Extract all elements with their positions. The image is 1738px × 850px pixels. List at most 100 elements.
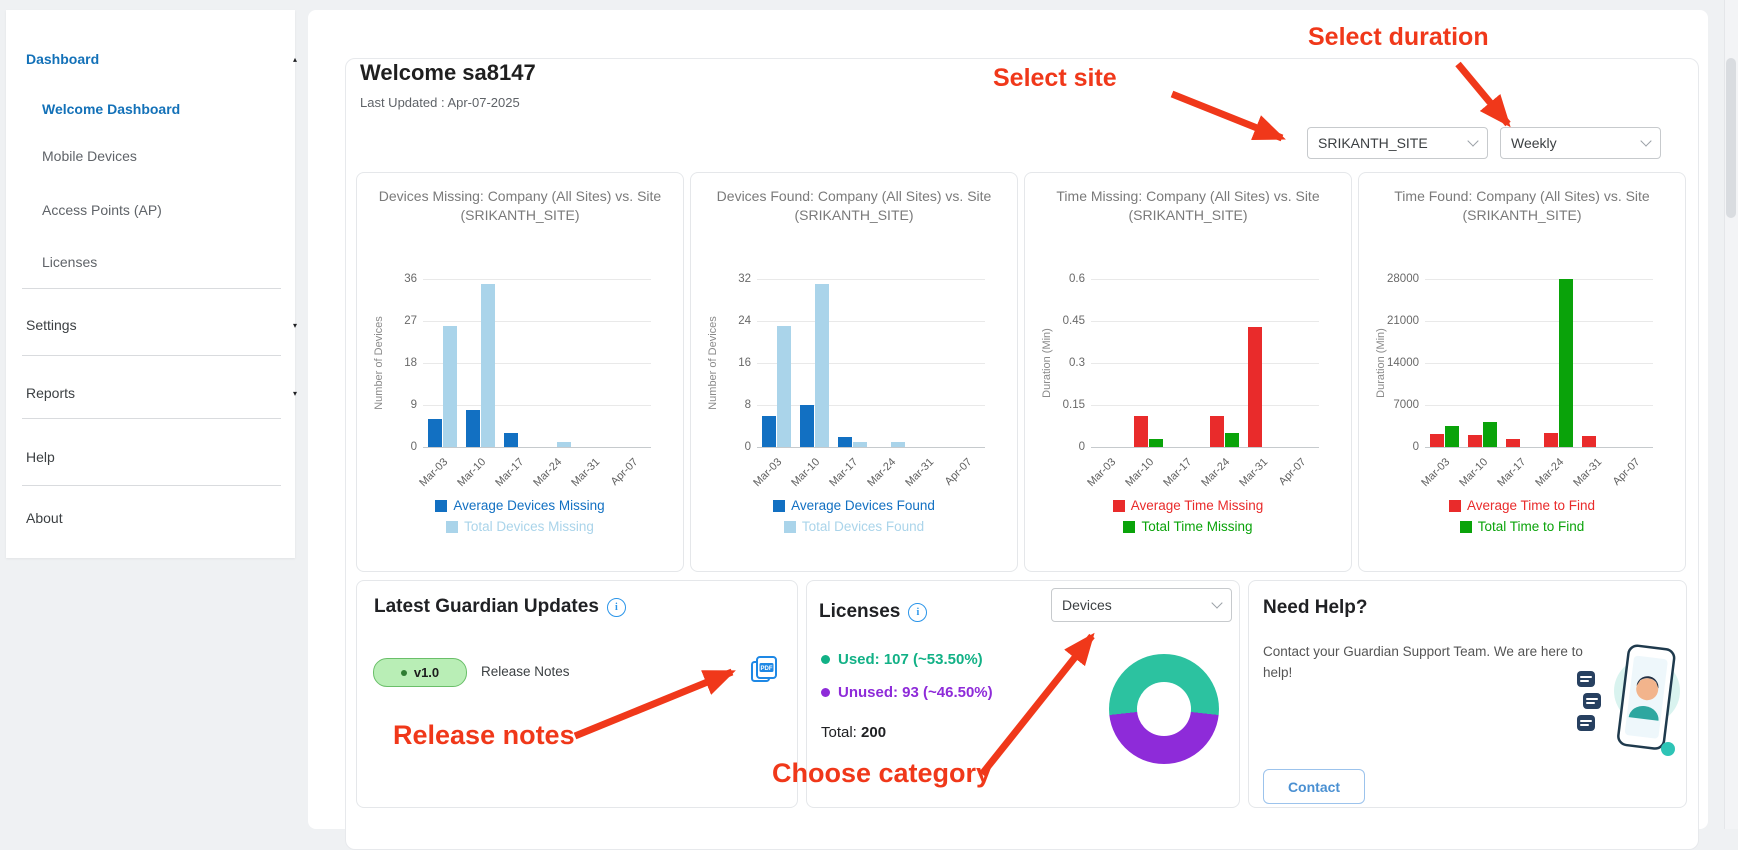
bar bbox=[465, 409, 480, 447]
info-icon[interactable]: i bbox=[908, 602, 928, 622]
chart-title: Time Missing: Company (All Sites) vs. Si… bbox=[1056, 188, 1320, 223]
licenses-card-title-text: Licenses bbox=[819, 601, 901, 622]
bar bbox=[1581, 436, 1596, 447]
sidebar-item-access-points-ap[interactable]: Access Points (AP) bbox=[6, 197, 331, 223]
plot-area bbox=[423, 279, 651, 448]
category-select-value: Devices bbox=[1062, 597, 1112, 613]
x-axis-labels: Mar-03 Mar-10 Mar-17 Mar-24 Mar-31 Apr-07 bbox=[1085, 456, 1309, 490]
sidebar-divider bbox=[22, 288, 281, 289]
duration-select-value: Weekly bbox=[1511, 135, 1557, 151]
updates-card-title: Latest Guardian Updates i bbox=[374, 596, 626, 618]
sidebar-item-reports[interactable]: Reports ▾ bbox=[6, 380, 315, 406]
sidebar-item-label: Reports bbox=[26, 385, 76, 401]
help-card-title: Need Help? bbox=[1263, 597, 1368, 619]
licenses-used-line: Used: 107 (~53.50%) bbox=[821, 651, 983, 668]
updates-card: Latest Guardian Updates i v1.0 Release N… bbox=[356, 580, 798, 808]
chevron-down-icon bbox=[1640, 135, 1652, 147]
bar bbox=[480, 283, 495, 447]
bar bbox=[852, 441, 867, 447]
chart-legend: Average Time Missing Total Time Missing bbox=[1025, 495, 1351, 537]
legend-label: Average Time Missing bbox=[1130, 498, 1264, 513]
bar bbox=[1133, 416, 1148, 447]
bar bbox=[1224, 433, 1239, 447]
legend-swatch-icon bbox=[1123, 520, 1136, 533]
version-badge[interactable]: v1.0 bbox=[373, 658, 467, 687]
bar bbox=[890, 441, 905, 447]
annotation-choose-category: Choose category bbox=[772, 758, 992, 788]
sidebar-item-help[interactable]: Help bbox=[6, 444, 315, 470]
page-title: Welcome sa8147 bbox=[360, 60, 536, 85]
scrollbar-thumb[interactable] bbox=[1726, 58, 1736, 218]
legend-swatch-icon bbox=[1448, 499, 1461, 512]
legend-label: Total Time to Find bbox=[1477, 519, 1585, 534]
bar bbox=[837, 436, 852, 447]
chart-card-time-missing: Time Missing: Company (All Sites) vs. Si… bbox=[1024, 172, 1352, 572]
category-select[interactable]: Devices bbox=[1051, 588, 1232, 622]
sidebar-divider bbox=[22, 355, 281, 356]
sidebar-item-licenses[interactable]: Licenses bbox=[6, 249, 331, 275]
x-axis-labels: Mar-03 Mar-10 Mar-17 Mar-24 Mar-31 Apr-07 bbox=[1419, 456, 1643, 490]
used-dot-icon bbox=[821, 655, 830, 664]
sidebar-item-label: Licenses bbox=[42, 254, 98, 270]
caret-up-icon: ▴ bbox=[292, 54, 297, 64]
help-card-body: Contact your Guardian Support Team. We a… bbox=[1263, 644, 1583, 680]
bar bbox=[776, 326, 791, 447]
legend-label: Average Time to Find bbox=[1466, 498, 1596, 513]
info-icon[interactable]: i bbox=[606, 597, 626, 617]
chart-card-time-found: Time Found: Company (All Sites) vs. Site… bbox=[1358, 172, 1686, 572]
chart-title: Time Found: Company (All Sites) vs. Site… bbox=[1394, 188, 1650, 223]
plot-area bbox=[757, 279, 985, 448]
licenses-unused-text: Unused: 93 (~46.50%) bbox=[838, 684, 993, 701]
bar bbox=[442, 325, 457, 447]
sidebar-item-mobile-devices[interactable]: Mobile Devices bbox=[6, 143, 331, 169]
caret-down-icon: ▾ bbox=[292, 320, 297, 330]
support-illustration bbox=[1571, 633, 1681, 778]
bar bbox=[761, 415, 776, 447]
contact-button[interactable]: Contact bbox=[1263, 769, 1365, 804]
sidebar-item-dashboard[interactable]: Dashboard ▴ bbox=[6, 46, 315, 72]
duration-select[interactable]: Weekly bbox=[1500, 127, 1661, 159]
x-axis-labels: Mar-03 Mar-10 Mar-17 Mar-24 Mar-31 Apr-07 bbox=[417, 456, 641, 490]
site-select[interactable]: SRIKANTH_SITE bbox=[1307, 127, 1488, 159]
licenses-total: Total: 200 bbox=[821, 724, 886, 741]
annotation-release-notes: Release notes bbox=[393, 720, 575, 750]
sidebar-item-label: Dashboard bbox=[26, 51, 100, 67]
plot-area bbox=[1425, 279, 1653, 448]
sidebar-item-label: About bbox=[26, 510, 63, 526]
licenses-total-label: Total: bbox=[821, 724, 857, 741]
bar bbox=[1247, 326, 1262, 447]
chart-legend: Average Devices Found Total Devices Found bbox=[691, 495, 1017, 537]
chart-legend: Average Devices Missing Total Devices Mis… bbox=[357, 495, 683, 537]
legend-label: Total Devices Missing bbox=[464, 519, 594, 534]
licenses-unused-line: Unused: 93 (~46.50%) bbox=[821, 684, 993, 701]
y-axis-ticks: 36 27 18 9 0 bbox=[404, 273, 417, 453]
bar bbox=[1467, 435, 1482, 447]
sidebar-item-about[interactable]: About bbox=[6, 505, 315, 531]
pdf-icon[interactable]: PDF bbox=[749, 654, 779, 689]
green-dot-icon bbox=[400, 669, 407, 676]
chevron-down-icon bbox=[1211, 597, 1223, 609]
updates-card-title-text: Latest Guardian Updates bbox=[374, 596, 599, 617]
chart-card-devices-found: Devices Found: Company (All Sites) vs. S… bbox=[690, 172, 1018, 572]
sidebar-item-label: Welcome Dashboard bbox=[42, 101, 181, 117]
sidebar-item-label: Access Points (AP) bbox=[42, 202, 162, 218]
bar bbox=[1444, 426, 1459, 447]
help-card-title-text: Need Help? bbox=[1263, 597, 1368, 618]
site-select-value: SRIKANTH_SITE bbox=[1318, 135, 1428, 151]
bar bbox=[1209, 416, 1224, 447]
sidebar-item-label: Help bbox=[26, 449, 55, 465]
bar bbox=[1482, 421, 1497, 447]
caret-down-icon: ▾ bbox=[292, 388, 297, 398]
help-card: Need Help? Contact your Guardian Support… bbox=[1248, 580, 1687, 808]
bar bbox=[1148, 438, 1163, 447]
last-updated-text: Last Updated : Apr-07-2025 bbox=[360, 95, 520, 110]
bar bbox=[799, 405, 814, 447]
licenses-donut-chart bbox=[1109, 654, 1219, 764]
bar bbox=[1429, 433, 1444, 447]
legend-label: Average Devices Missing bbox=[453, 498, 605, 513]
sidebar: Dashboard ▴ Welcome Dashboard Mobile Device… bbox=[6, 10, 297, 558]
legend-swatch-icon bbox=[773, 499, 786, 512]
svg-text:PDF: PDF bbox=[761, 666, 773, 672]
sidebar-item-settings[interactable]: Settings ▾ bbox=[6, 312, 315, 338]
sidebar-item-welcome-dashboard[interactable]: Welcome Dashboard bbox=[6, 96, 331, 122]
